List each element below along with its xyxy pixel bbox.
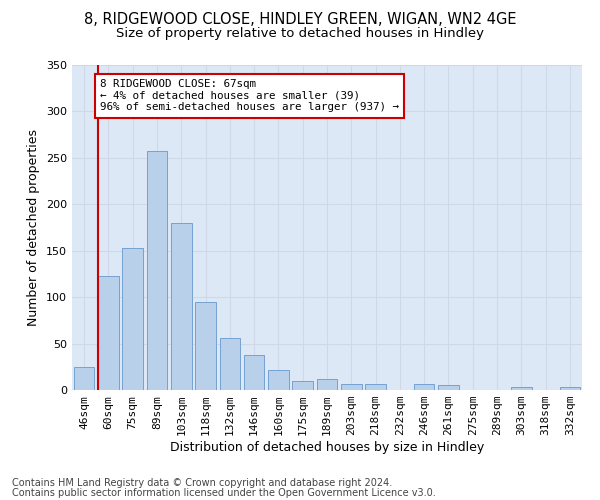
Bar <box>146 152 167 390</box>
Bar <box>292 380 313 390</box>
Y-axis label: Number of detached properties: Number of detached properties <box>28 129 40 326</box>
Bar <box>74 367 94 390</box>
Bar <box>220 338 240 390</box>
Text: 8, RIDGEWOOD CLOSE, HINDLEY GREEN, WIGAN, WN2 4GE: 8, RIDGEWOOD CLOSE, HINDLEY GREEN, WIGAN… <box>84 12 516 28</box>
Bar <box>268 370 289 390</box>
Bar <box>365 384 386 390</box>
Bar <box>317 379 337 390</box>
Text: Contains HM Land Registry data © Crown copyright and database right 2024.: Contains HM Land Registry data © Crown c… <box>12 478 392 488</box>
Bar <box>98 276 119 390</box>
Bar <box>195 302 216 390</box>
Bar <box>438 386 459 390</box>
Text: Size of property relative to detached houses in Hindley: Size of property relative to detached ho… <box>116 28 484 40</box>
Bar <box>171 223 191 390</box>
Bar <box>122 248 143 390</box>
Bar <box>560 387 580 390</box>
Text: Contains public sector information licensed under the Open Government Licence v3: Contains public sector information licen… <box>12 488 436 498</box>
Bar <box>414 384 434 390</box>
Text: 8 RIDGEWOOD CLOSE: 67sqm
← 4% of detached houses are smaller (39)
96% of semi-de: 8 RIDGEWOOD CLOSE: 67sqm ← 4% of detache… <box>100 79 399 112</box>
Bar <box>341 384 362 390</box>
Bar <box>244 354 265 390</box>
X-axis label: Distribution of detached houses by size in Hindley: Distribution of detached houses by size … <box>170 441 484 454</box>
Bar <box>511 387 532 390</box>
